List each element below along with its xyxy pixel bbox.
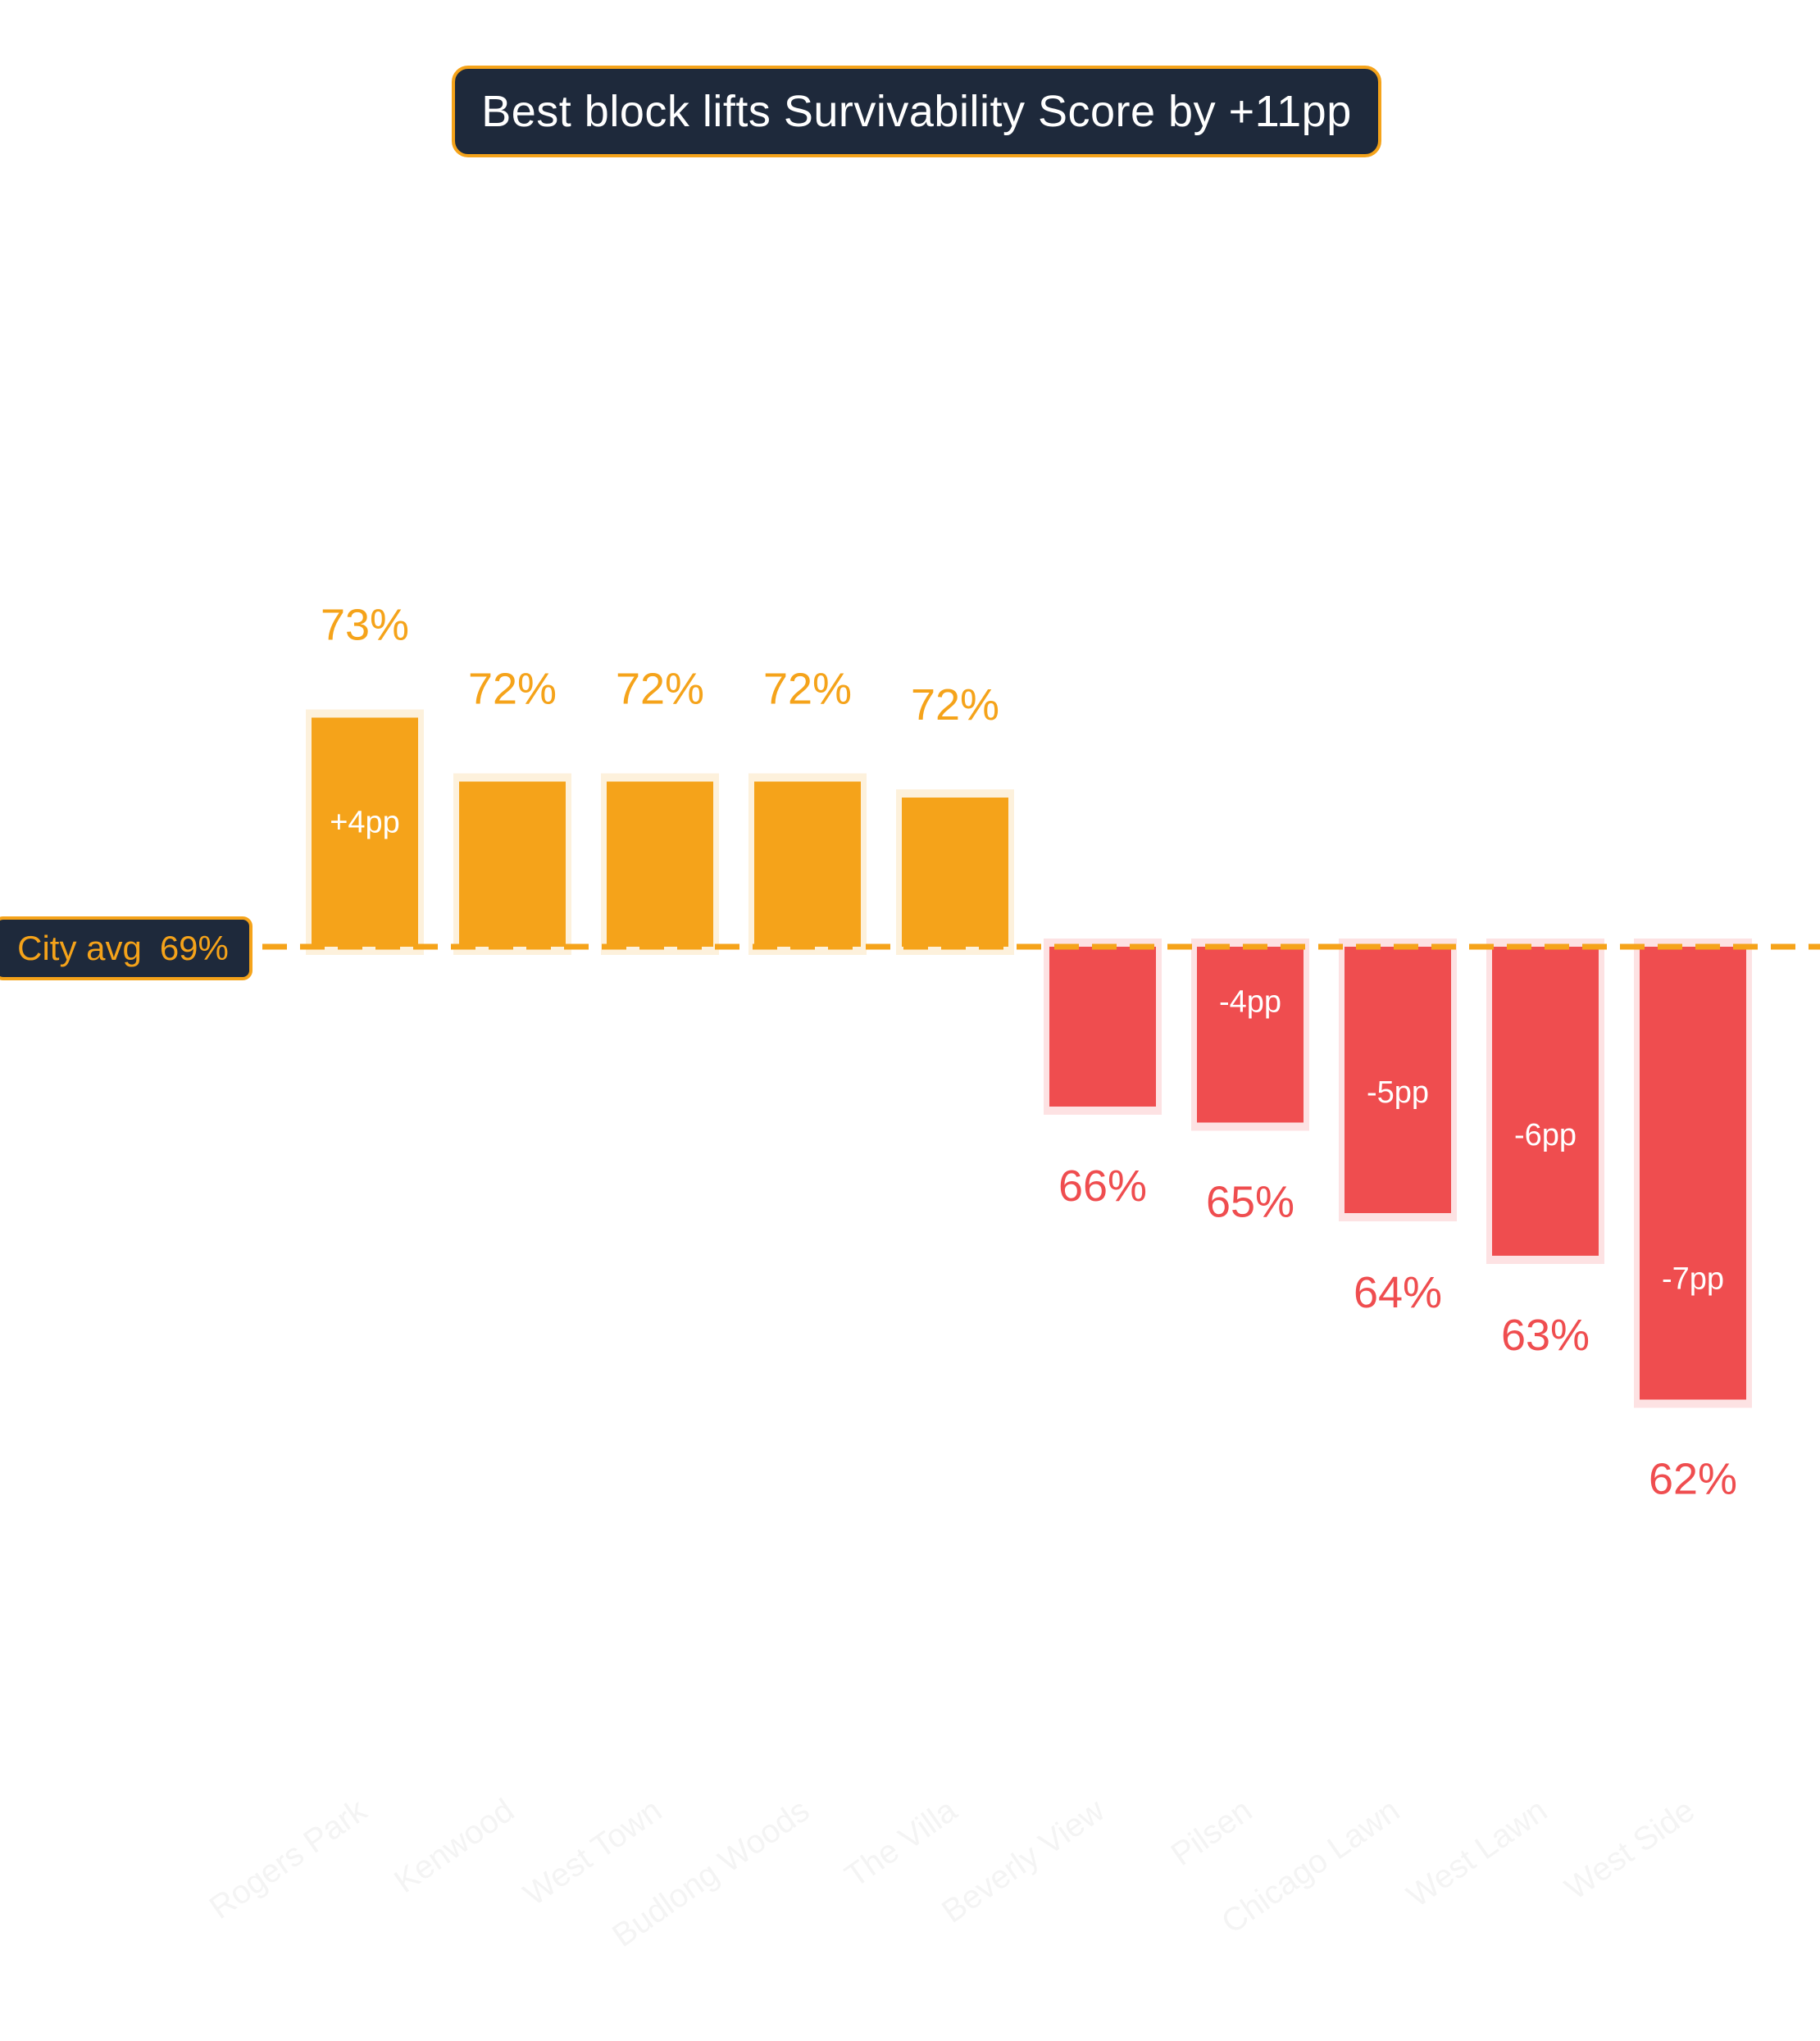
city-average-badge: City avg 69% xyxy=(0,916,253,980)
value-label-kenwood: 72% xyxy=(468,665,557,714)
city-average-value: 69% xyxy=(159,929,229,967)
category-label-west-lawn: West Lawn xyxy=(1400,1792,1554,1914)
value-label-the-villa: 72% xyxy=(911,680,999,730)
bar-beverly-view xyxy=(1049,947,1156,1107)
value-label-rogers-park: 73% xyxy=(321,601,409,650)
bar-budlong-woods xyxy=(754,781,861,947)
delta-label-west-side: -7pp xyxy=(1662,1262,1724,1297)
delta-labels: +4pp -4pp -5pp -6pp -7pp xyxy=(330,806,1724,1297)
category-label-pilsen: Pilsen xyxy=(1165,1792,1258,1873)
category-label-west-town: West Town xyxy=(517,1792,668,1912)
bar-rogers-park xyxy=(312,717,418,947)
category-label-rogers-park: Rogers Park xyxy=(203,1792,374,1926)
bar-chicago-lawn xyxy=(1345,947,1451,1213)
city-average-label: City avg xyxy=(17,929,142,967)
value-label-west-town: 72% xyxy=(616,665,704,714)
value-label-beverly-view: 66% xyxy=(1058,1161,1147,1211)
value-label-pilsen: 65% xyxy=(1206,1178,1294,1227)
bar-west-town xyxy=(607,781,713,947)
bar-the-villa xyxy=(902,798,1008,947)
bars xyxy=(312,717,1746,1400)
category-label-beverly-view: Beverly View xyxy=(935,1792,1111,1930)
value-label-west-lawn: 63% xyxy=(1501,1311,1590,1360)
delta-label-rogers-park: +4pp xyxy=(330,806,400,840)
value-label-west-side: 62% xyxy=(1649,1455,1737,1504)
category-label-kenwood: Kenwood xyxy=(388,1792,521,1900)
bar-west-side xyxy=(1640,947,1746,1400)
value-label-budlong-woods: 72% xyxy=(763,665,852,714)
chart-title: Best block lifts Survivability Score by … xyxy=(481,87,1352,136)
bar-kenwood xyxy=(459,781,566,947)
bar-west-lawn xyxy=(1492,947,1599,1256)
delta-label-chicago-lawn: -5pp xyxy=(1367,1075,1429,1110)
value-labels: 73% 72% 72% 72% 72% 66% 65% 64% 63% 62% xyxy=(321,601,1737,1504)
chart-title-box: Best block lifts Survivability Score by … xyxy=(452,66,1381,157)
bar-pilsen xyxy=(1197,947,1304,1123)
delta-label-pilsen: -4pp xyxy=(1219,985,1281,1020)
delta-label-west-lawn: -6pp xyxy=(1514,1118,1577,1152)
value-label-chicago-lawn: 64% xyxy=(1354,1268,1442,1317)
category-label-the-villa: The Villa xyxy=(839,1792,964,1894)
category-label-west-side: West Side xyxy=(1558,1792,1701,1907)
